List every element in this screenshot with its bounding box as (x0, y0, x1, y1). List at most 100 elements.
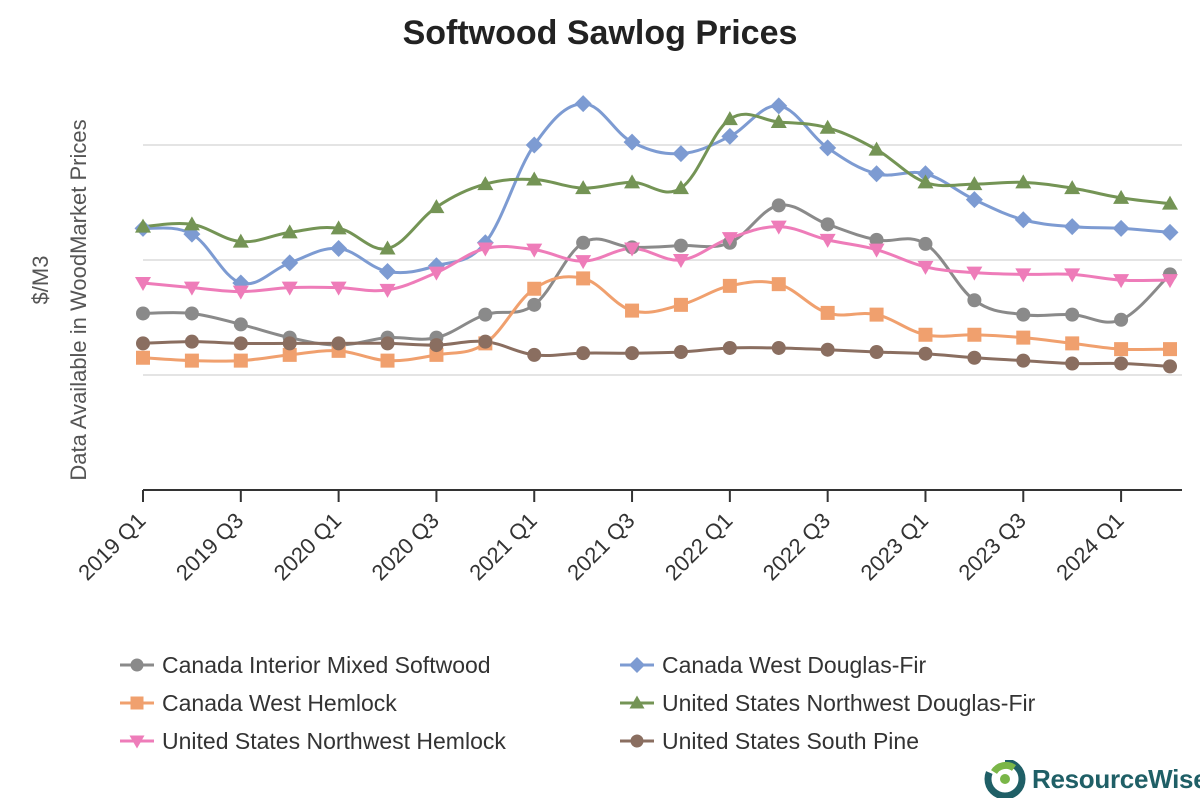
data-point (477, 242, 494, 257)
series-line (142, 102, 1171, 286)
data-point (770, 220, 787, 235)
data-point (429, 347, 444, 362)
data-point (1114, 312, 1129, 327)
data-point (673, 238, 688, 253)
legend-marker (130, 658, 144, 672)
gridlines (143, 144, 1182, 376)
data-point (525, 136, 543, 154)
data-point (330, 281, 347, 296)
series-line (142, 225, 1171, 294)
series-markers (134, 95, 1179, 374)
data-point (722, 340, 737, 355)
data-point (379, 283, 396, 298)
data-point (136, 306, 150, 321)
legend-label: Canada West Douglas-Fir (662, 651, 927, 678)
data-point (967, 350, 982, 365)
legend-label: Canada Interior Mixed Softwood (162, 651, 491, 678)
legend-item: Canada Interior Mixed Softwood (120, 650, 491, 680)
data-point (625, 346, 640, 361)
data-point (576, 346, 591, 361)
legend-swatch (620, 734, 654, 748)
data-point (379, 240, 396, 255)
data-point (917, 260, 934, 275)
data-point (965, 191, 983, 209)
data-point (428, 266, 445, 281)
series-line (142, 112, 1171, 251)
legend-item: Canada West Douglas-Fir (620, 650, 926, 680)
series-lines (142, 102, 1172, 368)
data-point (1112, 219, 1130, 237)
data-point (574, 95, 592, 113)
data-point (281, 254, 299, 272)
x-tick-label: 2024 Q1 (1051, 508, 1128, 585)
legend-item: Canada West Hemlock (120, 688, 397, 718)
data-point (183, 281, 200, 296)
resourcewise-logo-icon (984, 760, 1026, 798)
brand-logo: ResourceWise (984, 760, 1200, 798)
data-point (673, 297, 688, 312)
data-point (478, 307, 493, 322)
data-point (916, 165, 934, 183)
brand-name: ResourceWise (1032, 763, 1200, 794)
data-point (771, 340, 786, 355)
data-point (576, 271, 591, 286)
data-point (282, 336, 297, 351)
data-point (1064, 180, 1081, 195)
data-point (722, 278, 737, 293)
legend-swatch (120, 658, 154, 672)
data-point (1014, 211, 1032, 229)
data-point (1065, 356, 1080, 371)
legend-item: United States Northwest Hemlock (120, 726, 506, 756)
data-point (1114, 342, 1129, 357)
data-point (918, 327, 933, 342)
x-tick-label: 2023 Q1 (856, 508, 933, 585)
data-point (1065, 307, 1080, 322)
data-point (721, 232, 738, 247)
data-point (1015, 268, 1032, 283)
data-point (1163, 342, 1177, 357)
data-point (1016, 330, 1031, 345)
data-point (917, 174, 934, 189)
data-point (1016, 353, 1031, 368)
data-point (721, 111, 738, 126)
data-point (1163, 359, 1177, 374)
data-point (1113, 274, 1130, 289)
data-point (721, 127, 739, 145)
data-point (820, 305, 835, 320)
data-point (625, 303, 640, 318)
data-point (819, 119, 836, 134)
data-point (478, 334, 493, 349)
legend-swatch (120, 735, 154, 749)
data-point (233, 353, 248, 368)
data-point (1063, 218, 1081, 236)
legend-marker (630, 734, 644, 748)
data-point (379, 263, 397, 280)
data-point (281, 281, 298, 296)
legend-label: Canada West Hemlock (162, 689, 397, 716)
data-point (184, 306, 199, 321)
data-point (770, 97, 788, 115)
data-point (233, 317, 248, 332)
data-point (770, 114, 787, 128)
x-tick-label: 2023 Q3 (953, 508, 1030, 585)
data-point (1015, 174, 1032, 189)
y-axis-label-note: Data Available in WoodMarket Prices (66, 119, 91, 480)
data-point (771, 198, 786, 213)
data-point (1162, 195, 1178, 210)
data-point (869, 307, 884, 322)
legend-label: United States South Pine (662, 727, 919, 754)
data-point (966, 176, 983, 191)
data-point (967, 293, 982, 308)
x-tick-label: 2019 Q3 (171, 508, 248, 585)
series-line (142, 339, 1171, 368)
data-point (136, 350, 150, 365)
data-point (232, 285, 249, 300)
legend-marker (129, 735, 145, 749)
data-point (281, 224, 298, 239)
legend-marker (629, 657, 645, 673)
data-point (184, 353, 199, 368)
data-point (918, 346, 933, 361)
data-point (672, 145, 690, 163)
data-point (868, 165, 886, 183)
